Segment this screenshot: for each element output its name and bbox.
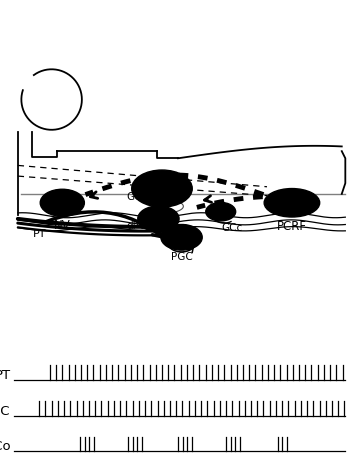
Text: GCc: GCc <box>221 223 243 233</box>
Text: PCRF: PCRF <box>277 219 307 232</box>
Ellipse shape <box>40 189 84 216</box>
Ellipse shape <box>138 206 179 232</box>
Text: GCo: GCo <box>126 192 148 202</box>
Ellipse shape <box>161 225 202 250</box>
Text: dPGC: dPGC <box>126 220 155 230</box>
Ellipse shape <box>264 188 320 217</box>
Ellipse shape <box>206 202 236 221</box>
Text: PT: PT <box>0 369 11 382</box>
Text: GCo: GCo <box>0 440 11 454</box>
Text: NV: NV <box>54 219 71 232</box>
Text: PGC: PGC <box>0 405 11 418</box>
Text: PGC: PGC <box>171 252 193 262</box>
Ellipse shape <box>132 170 192 207</box>
Text: PT: PT <box>32 229 46 239</box>
